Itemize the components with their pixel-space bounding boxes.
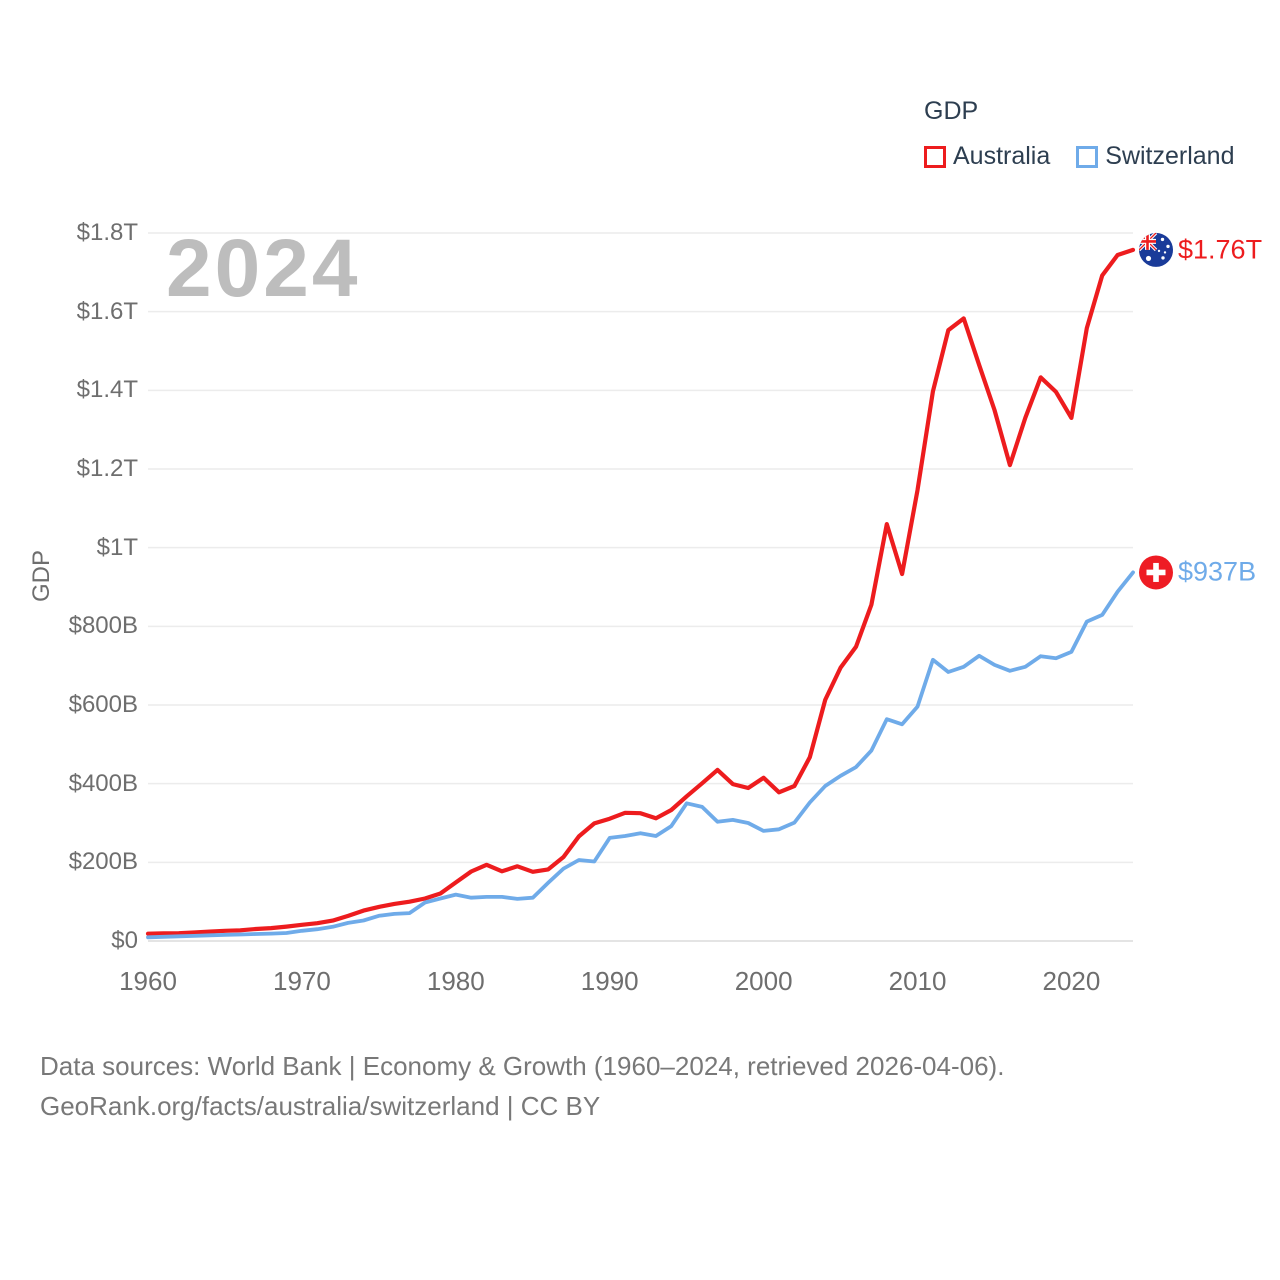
gridlines [148,232,1133,942]
footer: Data sources: World Bank | Economy & Gro… [40,1046,1004,1126]
switzerland-end-value-label: $937B [1178,556,1257,587]
y-tick-label: $1.4T [76,376,138,404]
y-tick-label: $1.6T [76,297,138,325]
legend-title: GDP [924,97,979,125]
legend-item-switzerland[interactable]: Switzerland [1076,142,1235,171]
y-tick-label: $1T [96,533,138,561]
y-tick-label: $600B [68,691,138,718]
switzerland-flag-icon [1139,555,1173,590]
legend-item-label: Australia [953,142,1051,170]
x-tick-label: 1970 [272,966,331,996]
x-tick-label: 1980 [426,966,485,996]
x-tick-label: 2010 [888,966,947,996]
australia-flag-icon [1139,232,1173,267]
x-tick-label: 1990 [580,966,639,996]
line-australia [145,247,1136,936]
legend-item-australia[interactable]: Australia [924,142,1050,171]
y-tick-label: $0 [111,927,138,954]
footer-data-sources: Data sources: World Bank | Economy & Gro… [40,1051,1005,1081]
australia-swatch-icon [924,145,946,168]
x-tick-label: 1960 [119,966,177,996]
y-tick-label: $1.2T [76,455,138,482]
y-tick-label: $1.8T [76,219,138,246]
chart-legend: GDP Australia Switzerland [924,97,1235,171]
legend-items: Australia Switzerland [924,142,1235,171]
y-tick-label: $200B [68,848,138,876]
x-tick-label: 2000 [734,966,793,996]
line-switzerland [146,570,1135,940]
australia-end-value-label: $1.76T [1178,234,1263,265]
y-tick-label: $400B [68,769,138,797]
footer-attribution: GeoRank.org/facts/australia/switzerland … [40,1091,601,1121]
switzerland-swatch-icon [1076,145,1099,168]
data-lines [145,247,1136,940]
y-tick-label: $800B [68,612,138,640]
legend-item-label: Switzerland [1105,142,1235,170]
watermark-year: 2024 [166,223,361,314]
x-tick-label: 2020 [1042,966,1101,996]
